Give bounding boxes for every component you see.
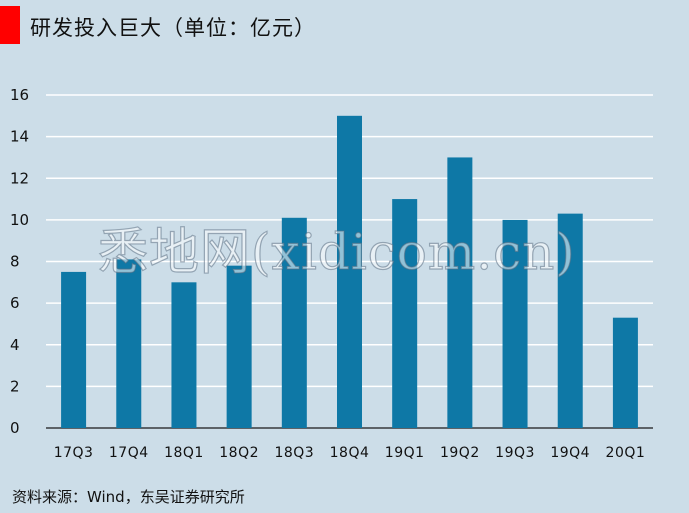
title-accent-bar bbox=[0, 6, 20, 44]
y-tick-label: 10 bbox=[10, 211, 29, 229]
bar-18q3 bbox=[281, 217, 307, 428]
y-tick-label: 8 bbox=[10, 253, 20, 271]
x-tick-label: 19Q1 bbox=[385, 445, 425, 461]
y-tick-label: 6 bbox=[10, 294, 20, 312]
x-tick-label: 19Q4 bbox=[550, 445, 590, 461]
x-tick-label: 18Q4 bbox=[330, 445, 370, 461]
x-tick-label: 17Q4 bbox=[109, 445, 149, 461]
x-tick-label: 18Q1 bbox=[164, 445, 204, 461]
x-tick-label: 19Q2 bbox=[440, 445, 480, 461]
watermark: 悉地网(xidicom.cn) bbox=[97, 222, 576, 281]
bar-19q2 bbox=[447, 157, 473, 428]
x-tick-label: 17Q3 bbox=[54, 445, 94, 461]
x-tick-label: 20Q1 bbox=[606, 445, 646, 461]
y-tick-label: 12 bbox=[10, 169, 29, 187]
chart-title: 研发投入巨大（单位：亿元） bbox=[30, 16, 316, 40]
y-tick-label: 14 bbox=[10, 128, 29, 146]
x-tick-label: 18Q2 bbox=[219, 445, 259, 461]
bar-17q4 bbox=[116, 259, 142, 428]
bar-19q3 bbox=[502, 219, 528, 428]
x-tick-label: 18Q3 bbox=[274, 445, 314, 461]
bar-19q1 bbox=[392, 199, 418, 428]
bar-18q1 bbox=[171, 282, 197, 428]
source-note: 资料来源：Wind，东吴证券研究所 bbox=[12, 488, 245, 506]
y-tick-label: 0 bbox=[10, 419, 20, 437]
bar-18q2 bbox=[226, 265, 252, 428]
x-tick-label: 19Q3 bbox=[495, 445, 535, 461]
bar-19q4 bbox=[557, 213, 583, 428]
y-tick-label: 2 bbox=[10, 377, 20, 395]
bar-18q4 bbox=[337, 115, 362, 428]
y-tick-label: 4 bbox=[10, 336, 20, 354]
bar-17q3 bbox=[61, 271, 87, 428]
bar-20q1 bbox=[612, 317, 638, 428]
y-tick-label: 16 bbox=[10, 86, 29, 104]
